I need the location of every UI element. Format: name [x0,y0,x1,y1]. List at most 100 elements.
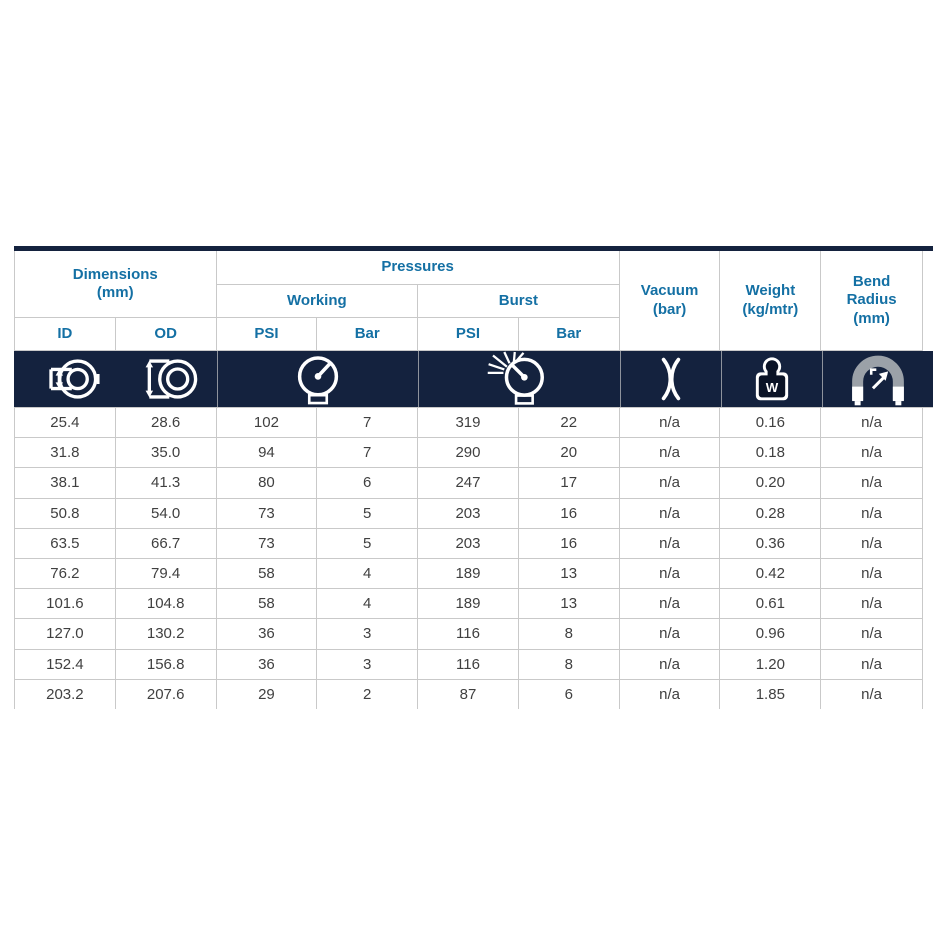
table-cell: n/a [861,565,883,583]
table-row: 50.8 54.0 73 5 203 16 n/a 0.28 n/a [15,498,922,529]
table-cell: 38.1 [15,468,116,498]
table-cell: 0.61 [720,589,822,619]
table-cell: n/a [620,649,721,679]
working-pressure-gauge-icon [297,356,339,405]
table-cell: 4 [317,589,419,619]
icon-cell-dimensions [14,351,217,407]
table-cell: 76.2 [15,558,116,589]
table-cell: 80 [217,468,318,498]
table-cell: 189 [418,558,519,589]
table-cell: n/a [861,655,883,673]
table-cell: 50.8 [15,498,116,528]
header-working: Working [216,285,419,318]
table-row: 101.6 104.8 58 4 189 13 n/a 0.61 n/a [15,589,922,620]
table-cell: 25.4 [15,408,116,438]
icon-cell-weight: W [721,351,822,407]
table-cell: 87 [418,679,519,709]
header-vacuum: Vacuum (bar) [619,251,721,351]
table-cell: 22 [519,408,620,438]
table-row: 203.2 207.6 29 2 87 6 n/a 1.85 n/a [15,679,922,709]
table-cell: 13 [519,589,620,619]
header-burst: Burst [418,285,620,318]
table-cell: 8 [519,619,620,649]
table-cell: 207.6 [116,679,217,709]
table-cell: 5 [317,498,419,528]
table-cell: n/a [620,619,721,649]
table-cell: 66.7 [116,528,217,558]
hose-spec-table: Dimensions (mm) Pressures Vacuum (bar) W… [14,246,933,709]
table-cell: n/a [620,589,721,619]
table-cell: 41.3 [116,468,217,498]
table-cell: 0.20 [720,468,822,498]
table-cell: n/a [620,498,721,528]
table-cell: n/a [861,504,883,522]
icon-cell-working-pressure [217,351,418,407]
weight-icon: W [755,357,789,401]
burst-pressure-gauge-icon [487,351,544,405]
table-cell: 2 [317,679,419,709]
header-bend-radius: Bend Radius (mm) [821,251,922,351]
table-cell: 102 [217,408,318,438]
table-cell: 20 [519,438,620,468]
table-top-border [14,246,933,251]
table-cell: 152.4 [15,649,116,679]
table-cell: 31.8 [15,438,116,468]
col-header-burst-psi: PSI [418,318,519,351]
col-header-od: OD [115,318,217,351]
table-row: 127.0 130.2 36 3 116 8 n/a 0.96 n/a [15,619,922,650]
table-cell: 189 [418,589,519,619]
table-cell: 127.0 [15,619,116,649]
table-cell: 0.36 [720,528,822,558]
table-cell: 7 [317,438,419,468]
table-cell: 13 [519,558,620,589]
table-cell: 247 [418,468,519,498]
table-cell: 35.0 [116,438,217,468]
table-cell: 73 [217,498,318,528]
table-cell: n/a [620,468,721,498]
table-cell: 36 [217,619,318,649]
table-row: 76.2 79.4 58 4 189 13 n/a 0.42 n/a [15,558,922,590]
header-dimensions: Dimensions (mm) [15,251,217,318]
table-cell: 6 [519,679,620,709]
table-cell: 4 [317,558,419,589]
icon-cell-burst-pressure [418,351,620,407]
table-cell: 319 [418,408,519,438]
table-cell: 0.16 [720,408,822,438]
col-header-working-bar: Bar [317,318,419,351]
table-row: 38.1 41.3 80 6 247 17 n/a 0.20 n/a [15,468,922,499]
table-cell: n/a [861,595,883,613]
table-cell: 1.20 [720,649,822,679]
table-cell: 130.2 [116,619,217,649]
table-cell: n/a [861,534,883,552]
table-row: 31.8 35.0 94 7 290 20 n/a 0.18 n/a [15,438,922,469]
header-pressures: Pressures [216,251,620,285]
table-cell: 203 [418,528,519,558]
table-cell: 73 [217,528,318,558]
table-cell: 94 [217,438,318,468]
table-cell: 28.6 [116,408,217,438]
table-cell: 1.85 [720,679,822,709]
table-cell: 0.18 [720,438,822,468]
table-cell: n/a [861,474,883,492]
header-weight: Weight (kg/mtr) [720,251,822,351]
table-cell: 7 [317,408,419,438]
table-cell: 0.42 [720,558,822,589]
bend-radius-icon [852,355,904,406]
table-cell: 203 [418,498,519,528]
table-cell: 16 [519,498,620,528]
table-cell: 6 [317,468,419,498]
table-cell: n/a [861,444,883,462]
table-cell: 0.96 [720,619,822,649]
outer-diameter-icon [145,359,197,399]
table-cell: n/a [620,558,721,589]
table-cell: 17 [519,468,620,498]
table-cell: 116 [418,649,519,679]
table-cell: 3 [317,619,419,649]
table-row: 25.4 28.6 102 7 319 22 n/a 0.16 n/a [15,408,922,439]
icon-row: W [14,351,933,408]
table-cell: 54.0 [116,498,217,528]
table-cell: n/a [861,414,883,432]
table-cell: 156.8 [116,649,217,679]
table-cell: 58 [217,558,318,589]
table-row: 63.5 66.7 73 5 203 16 n/a 0.36 n/a [15,528,922,559]
